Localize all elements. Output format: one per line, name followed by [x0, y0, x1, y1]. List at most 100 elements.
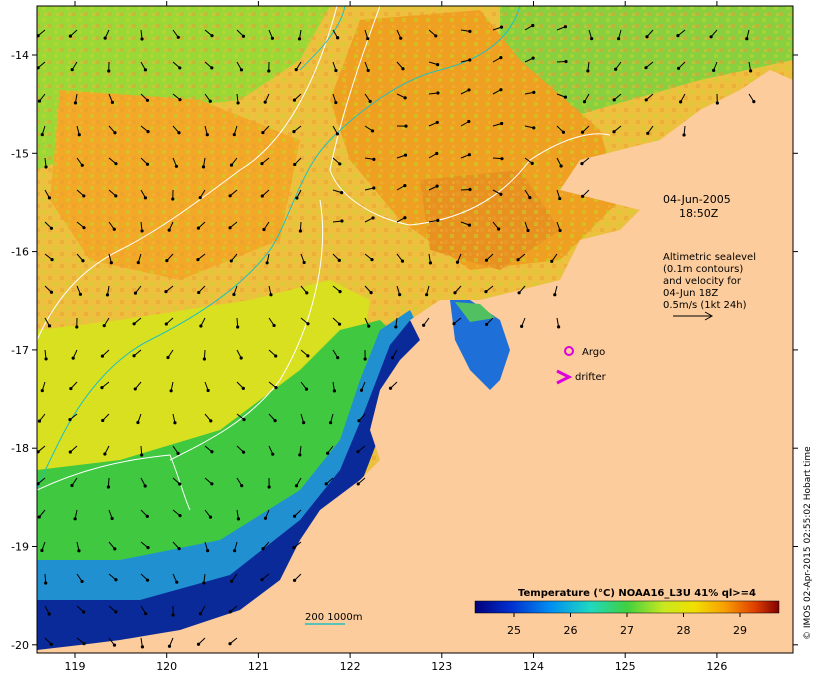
velocity-arrow-head: [140, 229, 144, 233]
credit-text: © IMOS 02-Apr-2015 02:55:02 Hobart time: [803, 446, 813, 640]
velocity-arrow-head: [232, 292, 236, 297]
velocity-arrow-head: [269, 293, 273, 297]
velocity-arrow-head: [100, 354, 105, 358]
velocity-arrow-head: [114, 578, 118, 582]
velocity-arrow-head: [145, 514, 149, 519]
velocity-arrow-head: [171, 197, 175, 201]
velocity-arrow-head: [399, 36, 403, 40]
velocity-arrow-head: [77, 133, 81, 137]
altimetry-line: (0.1m contours): [663, 264, 743, 275]
velocity-arrow-head: [499, 25, 504, 29]
longitude-axis: 119 120 121 122 123 124 125 126: [65, 1, 727, 673]
velocity-arrow-head: [484, 289, 488, 294]
velocity-arrow-head: [499, 192, 503, 196]
velocity-arrow-head: [210, 34, 214, 38]
velocity-arrow-head: [176, 451, 180, 456]
velocity-arrow-head: [145, 162, 150, 166]
lon-tick-label: 125: [615, 660, 636, 673]
altimetry-line: Altimetric sealevel: [663, 252, 756, 263]
velocity-arrow-head: [77, 549, 81, 553]
drifter-marker: [556, 369, 573, 385]
velocity-arrow-head: [133, 291, 138, 295]
velocity-arrow-head: [198, 196, 202, 200]
velocity-arrow-head: [298, 453, 302, 457]
velocity-arrow-head: [370, 258, 374, 262]
velocity-arrow-head: [468, 187, 472, 192]
altimetry-line: and velocity for: [663, 276, 742, 287]
velocity-arrow-head: [435, 120, 439, 125]
velocity-arrow-head: [484, 258, 489, 262]
velocity-arrow-head: [228, 226, 232, 230]
lon-tick-label: 126: [706, 660, 727, 673]
altimetry-line: 0.5m/s (1kt 24h): [663, 300, 747, 311]
velocity-arrow-head: [272, 323, 276, 328]
velocity-arrow-head: [260, 578, 264, 582]
velocity-arrow-head: [336, 356, 340, 360]
velocity-arrow-head: [232, 132, 236, 137]
velocity-arrow-head: [324, 482, 328, 486]
velocity-arrow-head: [359, 388, 364, 392]
velocity-arrow-head: [210, 66, 214, 70]
altimetry-line: 04-Jun 18Z: [663, 288, 718, 299]
velocity-arrow-head: [337, 258, 341, 263]
velocity-arrow-head: [140, 37, 144, 41]
lat-tick-label: -17: [11, 344, 29, 357]
velocity-arrow-head: [367, 324, 371, 328]
velocity-arrow-head: [206, 388, 210, 393]
velocity-arrow-head: [241, 450, 246, 454]
velocity-arrow-head: [297, 37, 302, 41]
velocity-arrow-head: [261, 130, 265, 135]
velocity-arrow-head: [712, 68, 716, 72]
velocity-arrow-head: [113, 547, 117, 551]
velocity-arrow-head: [73, 517, 77, 521]
velocity-arrow-head: [71, 356, 75, 360]
sst-coastal-coldest: [37, 318, 420, 653]
velocity-arrow-head: [590, 37, 594, 41]
velocity-arrow-head: [715, 101, 719, 105]
velocity-arrow-head: [645, 35, 649, 39]
velocity-arrow-head: [176, 35, 180, 39]
velocity-arrow-head: [75, 325, 79, 329]
colorbar-title: Temperature (°C) NOAA16_L3U 41% ql>=4: [518, 588, 756, 599]
velocity-arrow-head: [166, 355, 170, 360]
velocity-arrow-head: [531, 56, 535, 60]
velocity-arrow-head: [335, 132, 339, 136]
velocity-arrow-head: [107, 69, 111, 73]
velocity-arrow-head: [169, 389, 173, 393]
velocity-arrow-head: [44, 357, 48, 361]
lat-tick-label: -19: [11, 541, 29, 554]
velocity-arrow-head: [326, 451, 330, 455]
velocity-arrow-head: [553, 293, 557, 297]
velocity-arrow-head: [526, 228, 530, 233]
lat-tick-label: -15: [11, 147, 29, 160]
velocity-arrow-head: [292, 545, 296, 550]
velocity-arrow-head: [228, 610, 232, 614]
velocity-arrow-head: [336, 36, 340, 40]
velocity-arrow-head: [68, 418, 72, 422]
velocity-arrow-head: [467, 223, 472, 227]
velocity-arrow-head: [394, 325, 398, 329]
velocity-arrow-head: [372, 186, 376, 190]
velocity-arrow-head: [136, 420, 140, 425]
velocity-arrow-head: [112, 227, 116, 231]
colorbar-tick-label: 26: [564, 624, 578, 637]
velocity-arrow-head: [208, 515, 213, 519]
velocity-arrow-head: [580, 130, 585, 134]
velocity-arrow-head: [497, 227, 501, 231]
velocity-arrow-head: [49, 226, 54, 230]
velocity-arrow-head: [164, 290, 168, 294]
lat-tick-label: -16: [11, 246, 29, 259]
argo-label: Argo: [582, 347, 605, 358]
velocity-arrow-head: [196, 642, 201, 646]
lon-tick-label: 120: [156, 660, 177, 673]
velocity-arrow-head: [617, 37, 621, 41]
velocity-arrow-head: [40, 132, 44, 137]
velocity-arrow-head: [559, 164, 563, 168]
velocity-arrow-head: [679, 100, 683, 104]
velocity-arrow-head: [146, 129, 150, 134]
velocity-arrow-head: [44, 581, 48, 585]
velocity-arrow-head: [198, 612, 203, 616]
velocity-arrow-head: [202, 581, 206, 585]
velocity-arrow-head: [82, 610, 86, 614]
velocity-arrow-head: [403, 216, 407, 220]
